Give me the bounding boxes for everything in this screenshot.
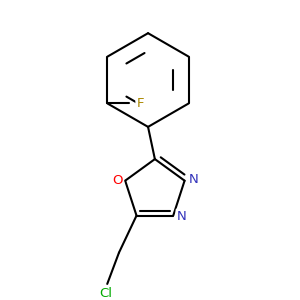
Text: N: N (188, 173, 198, 186)
Text: F: F (137, 97, 144, 110)
Text: Cl: Cl (99, 287, 112, 300)
Text: N: N (177, 210, 187, 223)
Text: O: O (112, 174, 123, 187)
